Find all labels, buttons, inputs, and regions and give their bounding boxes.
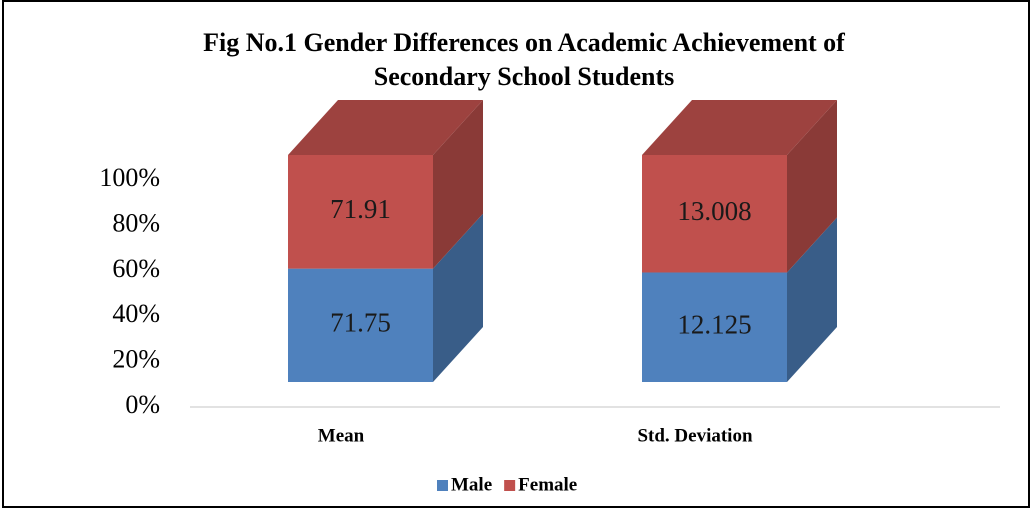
bar — [642, 272, 787, 382]
legend-swatch — [437, 480, 448, 491]
x-tick-label: Std. Deviation — [637, 425, 753, 446]
bar — [288, 268, 433, 382]
data-label: 12.125 — [677, 309, 751, 339]
legend-label: Male — [451, 474, 492, 495]
data-label: 13.008 — [677, 196, 751, 226]
bar-side — [787, 217, 837, 382]
y-tick-label: 20% — [112, 345, 160, 374]
bar — [642, 155, 787, 273]
x-tick-label: Mean — [318, 425, 365, 446]
bar-side — [433, 100, 483, 269]
data-label: 71.75 — [330, 308, 391, 338]
y-tick-label: 100% — [99, 163, 160, 192]
legend-swatch — [504, 480, 516, 491]
chart-title: Fig No.1 Gender Differences on Academic … — [203, 28, 845, 57]
bar-top — [642, 100, 837, 155]
y-tick-label: 40% — [112, 299, 160, 328]
y-tick-label: 60% — [112, 254, 160, 283]
bar-side — [787, 100, 837, 273]
y-tick-label: 80% — [112, 208, 160, 237]
chart-title: Secondary School Students — [374, 62, 675, 91]
y-tick-label: 0% — [125, 390, 160, 419]
bar — [288, 155, 433, 269]
data-label: 71.91 — [330, 194, 391, 224]
bar-top — [288, 100, 483, 155]
bar-side — [433, 213, 483, 382]
legend-label: Female — [518, 474, 577, 495]
